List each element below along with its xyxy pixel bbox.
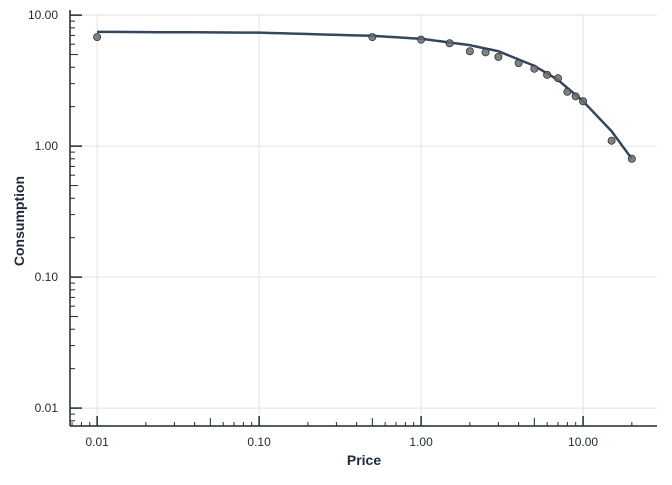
x-axis-title: Price bbox=[347, 452, 381, 468]
y-tick-label: 0.10 bbox=[35, 270, 59, 284]
data-point bbox=[494, 52, 503, 61]
y-tick-label: 1.00 bbox=[35, 139, 59, 153]
data-point bbox=[93, 33, 102, 42]
data-point bbox=[579, 97, 588, 106]
fitted-curve bbox=[97, 30, 633, 160]
data-point bbox=[571, 92, 580, 101]
y-axis-title: Consumption bbox=[11, 176, 27, 266]
y-tick-label: 0.01 bbox=[35, 401, 59, 415]
data-point bbox=[417, 35, 426, 44]
tick-labels: 0.01 0.10 1.00 10.00 0.01 0.10 1.00 10.00 bbox=[28, 8, 598, 449]
fitted-curve-group bbox=[97, 30, 633, 160]
data-point bbox=[553, 74, 562, 83]
x-tick-label: 0.01 bbox=[85, 435, 109, 449]
x-tick-label: 1.00 bbox=[409, 435, 433, 449]
data-point bbox=[481, 48, 490, 57]
data-point bbox=[368, 33, 377, 42]
x-tick-label: 10.00 bbox=[568, 435, 598, 449]
data-point bbox=[445, 39, 454, 48]
data-point bbox=[543, 70, 552, 79]
data-point bbox=[465, 47, 474, 56]
data-point bbox=[530, 64, 539, 73]
x-tick-label: 0.10 bbox=[247, 435, 271, 449]
grid bbox=[70, 14, 657, 426]
y-tick-label: 10.00 bbox=[28, 8, 58, 22]
axes bbox=[69, 10, 657, 427]
data-point bbox=[627, 154, 636, 163]
data-point bbox=[514, 59, 523, 68]
data-point bbox=[607, 136, 616, 145]
data-points bbox=[93, 33, 636, 163]
data-point bbox=[563, 87, 572, 96]
